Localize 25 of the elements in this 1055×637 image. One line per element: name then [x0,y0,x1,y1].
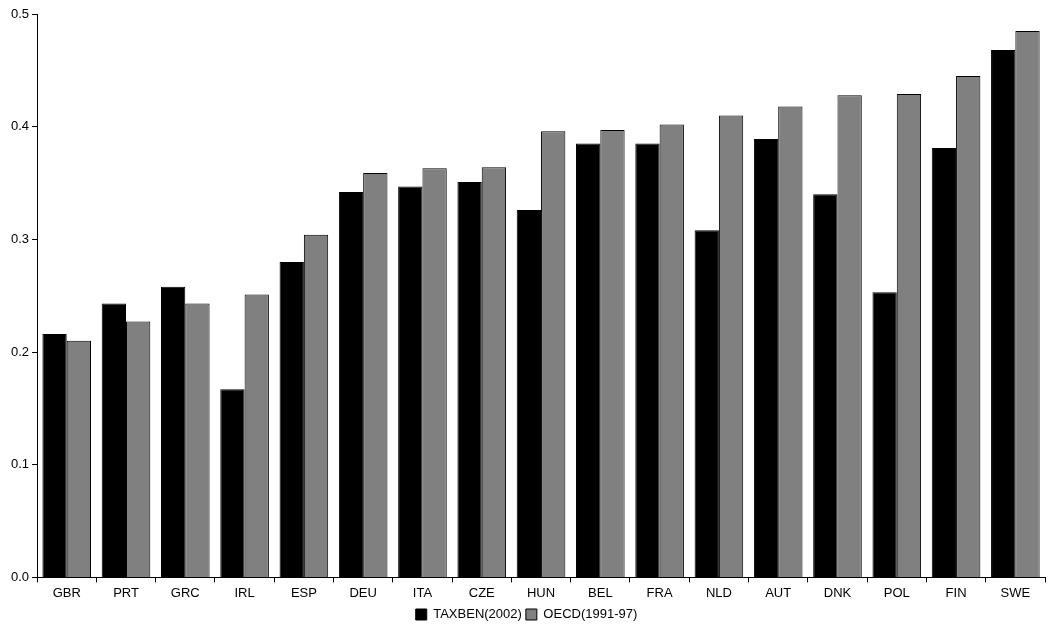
x-tick-label: FIN [945,584,967,600]
y-tick-label: 0.1 [10,456,30,472]
x-tick-label: POL [883,584,910,600]
x-tick-label: NLD [705,584,732,600]
y-tick-label: 0.4 [10,118,30,134]
x-tick-label: BEL [588,584,613,600]
x-tick-label: IRL [234,584,255,600]
x-tick-label: CZE [468,584,496,600]
x-tick-label: DEU [349,584,377,600]
y-tick-label: 0.3 [10,230,30,246]
x-tick-label: SWE [1000,584,1031,600]
y-tick-label: 0.0 [10,568,30,584]
y-tick-label: 0.5 [10,5,30,21]
x-tick-label: HUN [526,584,556,600]
x-tick-label: FRA [646,584,673,600]
x-tick-label: GBR [52,584,81,600]
legend-label: TAXBEN(2002) [433,606,522,622]
legend-label: OECD(1991-97) [543,606,638,622]
y-tick-label: 0.2 [10,343,30,359]
x-tick-label: GRC [170,584,200,600]
x-tick-label: PRT [113,584,139,600]
x-tick-label: ESP [290,584,317,600]
x-tick-label: DNK [823,584,852,600]
x-tick-label: AUT [765,584,792,600]
x-tick-label: ITA [412,584,433,600]
